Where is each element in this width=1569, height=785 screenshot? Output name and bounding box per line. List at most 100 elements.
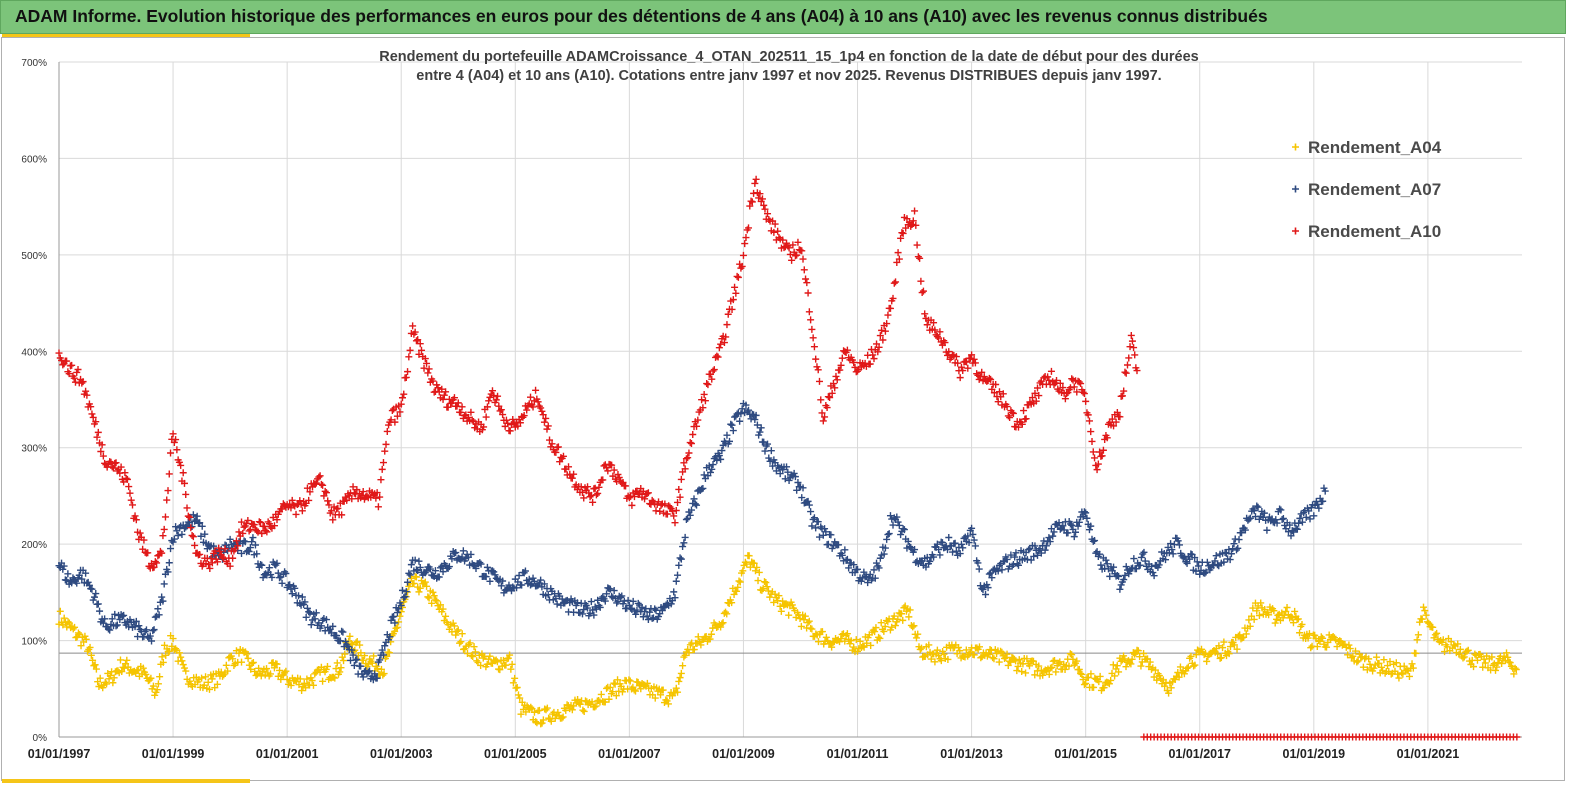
data-point	[761, 205, 769, 213]
data-point	[175, 649, 183, 657]
data-point	[785, 244, 793, 252]
data-point	[588, 698, 596, 706]
data-point	[885, 530, 893, 538]
data-point	[675, 485, 683, 493]
data-point	[717, 623, 725, 631]
data-point	[925, 641, 933, 649]
data-point	[1380, 656, 1388, 664]
data-point	[1110, 563, 1118, 571]
data-point	[333, 632, 341, 640]
data-point	[439, 568, 447, 576]
data-point	[1074, 522, 1082, 530]
data-point	[894, 518, 902, 526]
data-point	[135, 622, 143, 630]
data-point	[1494, 659, 1502, 667]
data-point	[1433, 629, 1441, 637]
data-point	[321, 487, 329, 495]
data-point	[935, 652, 943, 660]
data-point	[431, 567, 439, 575]
data-point	[877, 619, 885, 627]
data-point	[691, 500, 699, 508]
data-point	[1311, 631, 1319, 639]
data-point	[1137, 553, 1145, 561]
data-point	[398, 394, 406, 402]
data-point	[1128, 337, 1136, 345]
data-point	[142, 670, 150, 678]
data-point	[866, 360, 874, 368]
data-point	[866, 570, 874, 578]
data-point	[558, 714, 566, 722]
data-point	[1246, 514, 1254, 522]
data-point	[74, 366, 82, 374]
data-point	[178, 530, 186, 538]
data-point	[378, 465, 386, 473]
data-point	[407, 561, 415, 569]
data-point	[238, 518, 246, 526]
data-point	[1220, 558, 1228, 566]
data-point	[1027, 556, 1035, 564]
data-point	[154, 552, 162, 560]
data-point	[919, 287, 927, 295]
data-point	[949, 548, 957, 556]
data-point	[448, 399, 456, 407]
data-point	[88, 585, 96, 593]
data-point	[517, 710, 525, 718]
x-tick-label: 01/01/2017	[1168, 747, 1231, 761]
legend-label: Rendement_A07	[1308, 180, 1441, 199]
data-point	[521, 567, 529, 575]
data-point	[847, 637, 855, 645]
data-point	[951, 539, 959, 547]
data-point	[800, 266, 808, 274]
data-point	[886, 304, 894, 312]
data-point	[1080, 390, 1088, 398]
data-point	[1080, 508, 1088, 516]
data-point	[210, 542, 218, 550]
data-point	[1050, 528, 1058, 536]
data-point	[634, 490, 642, 498]
data-point	[682, 455, 690, 463]
data-point	[292, 510, 300, 518]
data-point	[265, 564, 273, 572]
data-point	[343, 496, 351, 504]
data-point	[1220, 638, 1228, 646]
data-point	[140, 536, 148, 544]
data-point	[1234, 544, 1242, 552]
data-point	[581, 697, 589, 705]
data-point	[381, 447, 389, 455]
data-point	[1087, 522, 1095, 530]
data-point	[82, 387, 90, 395]
data-point	[249, 534, 257, 542]
data-point	[1133, 367, 1141, 375]
data-point	[204, 678, 212, 686]
data-point	[407, 574, 415, 582]
data-point	[514, 691, 522, 699]
data-point	[381, 642, 389, 650]
data-point	[208, 675, 216, 683]
data-point	[282, 569, 290, 577]
data-point	[1183, 664, 1191, 672]
data-point	[1398, 669, 1406, 677]
data-point	[63, 576, 71, 584]
data-point	[815, 533, 823, 541]
data-point	[1392, 659, 1400, 667]
data-point	[98, 441, 106, 449]
data-point	[1162, 678, 1170, 686]
data-point	[1463, 647, 1471, 655]
data-point	[968, 351, 976, 359]
data-point	[325, 501, 333, 509]
data-point	[736, 578, 744, 586]
data-point	[393, 609, 401, 617]
data-point	[179, 661, 187, 669]
data-point	[516, 419, 524, 427]
data-point	[1094, 460, 1102, 468]
data-point	[1310, 512, 1318, 520]
data-point	[968, 524, 976, 532]
data-point	[775, 592, 783, 600]
data-point	[1168, 546, 1176, 554]
data-point	[1196, 570, 1204, 578]
data-point	[1082, 397, 1090, 405]
data-point	[338, 627, 346, 635]
data-point	[547, 717, 555, 725]
data-point	[1246, 622, 1254, 630]
data-point	[504, 419, 512, 427]
